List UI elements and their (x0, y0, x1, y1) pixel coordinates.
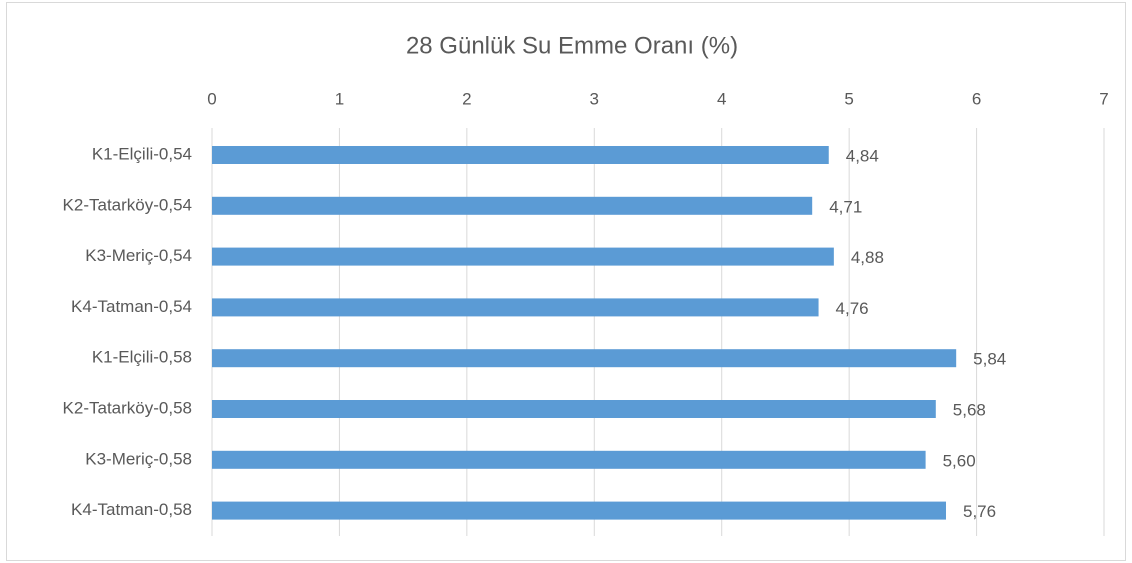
y-tick-label: K3-Meriç-0,58 (85, 449, 192, 468)
x-tick-label: 6 (972, 89, 981, 108)
data-label: 5,76 (963, 502, 996, 521)
bar (212, 501, 946, 520)
bar (212, 298, 819, 317)
data-label: 4,76 (836, 299, 869, 318)
y-tick-label: K3-Meriç-0,54 (85, 246, 192, 265)
data-label: 5,60 (943, 451, 976, 470)
chart-border (6, 2, 1126, 561)
bar (212, 196, 813, 215)
y-tick-label: K4-Tatman-0,58 (71, 500, 192, 519)
chart-title: 28 Günlük Su Emme Oranı (%) (406, 32, 738, 59)
x-tick-label: 2 (462, 89, 471, 108)
data-label: 4,71 (829, 197, 862, 216)
x-tick-label: 4 (717, 89, 726, 108)
y-tick-label: K4-Tatman-0,54 (71, 297, 192, 316)
x-tick-label: 5 (844, 89, 853, 108)
bar (212, 349, 957, 368)
bar (212, 450, 926, 469)
x-tick-label: 0 (207, 89, 216, 108)
y-tick-label: K2-Tatarköy-0,54 (63, 195, 192, 214)
x-tick-label: 1 (335, 89, 344, 108)
data-label: 4,88 (851, 248, 884, 267)
data-label: 4,84 (846, 146, 879, 165)
data-label: 5,68 (953, 400, 986, 419)
data-label: 5,84 (973, 350, 1006, 369)
bar (212, 400, 936, 418)
bar (212, 146, 829, 164)
y-tick-label: K2-Tatarköy-0,58 (63, 398, 192, 417)
y-tick-label: K1-Elçili-0,58 (92, 348, 192, 367)
y-tick-label: K1-Elçili-0,54 (92, 144, 192, 163)
bar (212, 247, 834, 266)
x-tick-label: 7 (1099, 89, 1108, 108)
x-tick-label: 3 (590, 89, 599, 108)
